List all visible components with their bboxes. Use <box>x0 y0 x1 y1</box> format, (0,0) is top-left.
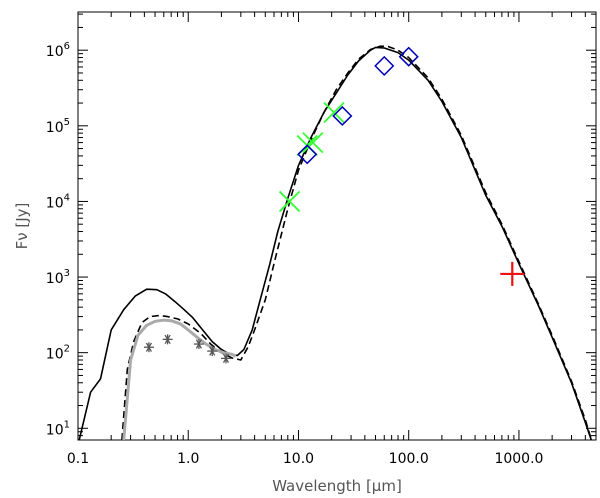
data-point-asterisk <box>143 342 154 353</box>
y-tick-label: 106 <box>46 41 70 60</box>
data-point-diamond <box>374 55 395 76</box>
tick-labels: 0.1 1.0 10.0 100.0 1000.0 101 102 103 104 105 106 <box>46 41 544 467</box>
data-point-x <box>302 131 324 154</box>
x-tick-label: 1000.0 <box>494 451 543 467</box>
data-point-diamond <box>297 144 318 165</box>
plot-frame <box>77 11 597 441</box>
data-point-asterisk <box>207 346 218 357</box>
y-tick-label: 105 <box>46 117 70 136</box>
data-point-asterisk <box>220 353 231 364</box>
y-tick-label: 101 <box>46 419 70 438</box>
data-point-diamond <box>332 105 353 127</box>
x-axis-label: Wavelength [μm] <box>272 477 402 495</box>
data-point-asterisk <box>162 334 173 345</box>
model-curve-solid <box>78 46 593 440</box>
y-tick-label: 103 <box>46 268 70 287</box>
data-points <box>143 46 525 364</box>
plot-area <box>78 45 593 440</box>
model-curve-solid <box>122 318 237 440</box>
y-axis-label: Fν [Jy] <box>13 203 31 250</box>
x-tick-label: 1.0 <box>177 451 199 467</box>
data-point-plus <box>500 261 525 286</box>
data-point-x <box>278 190 301 213</box>
y-tick-label: 104 <box>46 192 70 211</box>
x-tick-label: 10.0 <box>283 451 314 467</box>
data-point-x <box>323 101 345 124</box>
data-point-asterisk <box>193 339 204 350</box>
x-tick-label: 0.1 <box>67 451 89 467</box>
axis-ticks <box>77 12 597 441</box>
x-tick-label: 100.0 <box>389 451 429 467</box>
data-point-diamond <box>398 46 419 67</box>
y-tick-label: 102 <box>46 344 70 363</box>
